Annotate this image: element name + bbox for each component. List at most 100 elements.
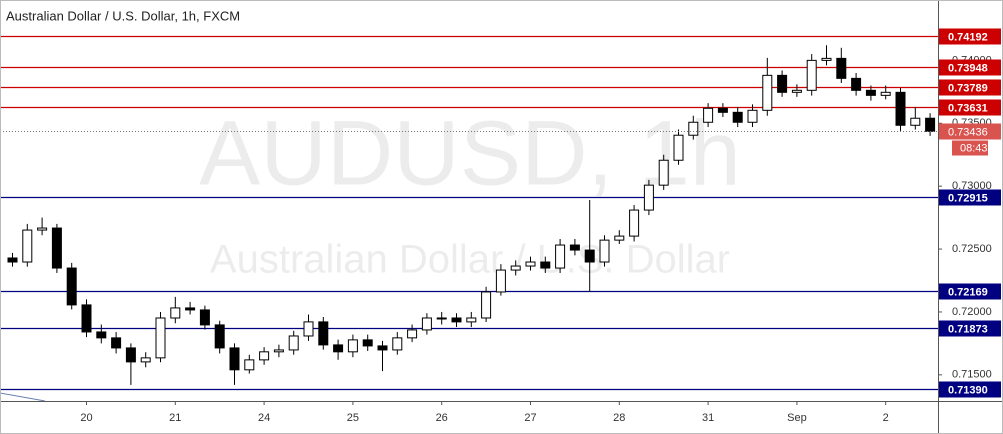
y-tick-label: 0.71500 [952,369,992,381]
level-label: 0.73789 [948,82,988,94]
candle-body [347,339,358,353]
candle-body [96,331,107,339]
level-box [939,28,1001,45]
candle-body [273,349,284,353]
candle-body [318,321,329,346]
candle-body [806,59,817,91]
candle-body [688,121,699,136]
level-box [939,381,1001,398]
candle-body [495,269,506,293]
last-price-label: 0.73436 [948,126,988,138]
level-box [939,79,1001,96]
level-box [939,283,1001,300]
level-label: 0.73631 [948,102,988,114]
candle-body [81,304,92,333]
level-label: 0.72915 [948,192,988,204]
candle-body [569,244,580,251]
level-box [939,189,1001,206]
candle-body [37,227,48,231]
candle-body [791,89,802,93]
candle-body [614,235,625,241]
x-tick-label: 20 [80,412,92,424]
candle-body [407,329,418,339]
candle-body [66,267,77,306]
x-tick-label: Sep [787,412,807,424]
level-box [939,59,1001,76]
x-tick-label: 28 [613,412,625,424]
x-tick-label: 21 [169,412,181,424]
candle-body [303,321,314,337]
candle-body [599,239,610,263]
candle-body [288,335,299,351]
candle-body [895,91,906,126]
x-tick-label: 25 [347,412,359,424]
candle-body [629,209,640,237]
x-tick-label: 2 [883,412,889,424]
candle-body [555,244,566,269]
candle-body [125,347,136,363]
candle-body [140,357,151,363]
candle-body [170,307,181,319]
candle-body [155,317,166,359]
level-box [939,99,1001,116]
countdown-box [952,140,988,156]
candle-body [466,317,477,323]
candle-body [925,117,936,132]
level-label: 0.72169 [948,286,988,298]
x-tick-label: 26 [436,412,448,424]
candle-body [717,107,728,113]
x-tick-label: 27 [524,412,536,424]
candle-body [451,317,462,323]
candle-body [510,265,521,271]
candle-body [377,345,388,351]
candle-body [481,291,492,319]
candle-body [244,359,255,371]
x-tick-label: 31 [702,412,714,424]
candle-body [392,337,403,351]
candle-body [851,77,862,91]
candle-body [658,159,669,186]
candle-body [762,74,773,111]
level-label: 0.74192 [948,31,988,43]
candle-body [229,347,240,371]
candle-body [910,117,921,126]
candle-body [185,307,196,311]
level-label: 0.71390 [948,384,988,396]
candle-body [525,261,536,267]
candle-body [51,227,62,269]
candle-body [643,184,654,211]
candle-body [673,134,684,161]
candle-body [259,351,270,361]
candle-body [436,317,447,320]
candle-body [732,111,743,123]
chart-title: Australian Dollar / U.S. Dollar, 1h, FXC… [6,8,240,23]
countdown-label: 08:43 [960,142,988,154]
candle-body [821,57,832,61]
y-tick-label: 0.72500 [952,243,992,255]
last-price-box [939,123,1001,140]
candle-body [7,257,18,263]
candle-body [584,249,595,263]
candle-body [747,109,758,123]
watermark-subtitle: Australian Dollar / U.S. Dollar [210,238,730,282]
candle-body [865,89,876,96]
overlay: 0.74192 0.73948 0.73789 0.73631 0.72915 0.721… [939,28,1001,398]
candle-body [880,91,891,96]
candle-body [22,229,33,263]
level-label: 0.71873 [948,323,988,335]
level-label: 0.73948 [948,62,988,74]
candle-body [703,107,714,123]
candle-body [362,339,373,347]
candle-body [836,57,847,79]
candle-body [199,309,210,326]
watermark: AUDUSD, 1h [199,102,741,204]
candle-body [111,337,122,349]
candle-body [421,317,432,331]
trend-line [0,392,46,402]
candle-body [540,261,551,269]
level-box [939,320,1001,337]
candle-body [214,324,225,349]
candle-body [777,74,788,93]
